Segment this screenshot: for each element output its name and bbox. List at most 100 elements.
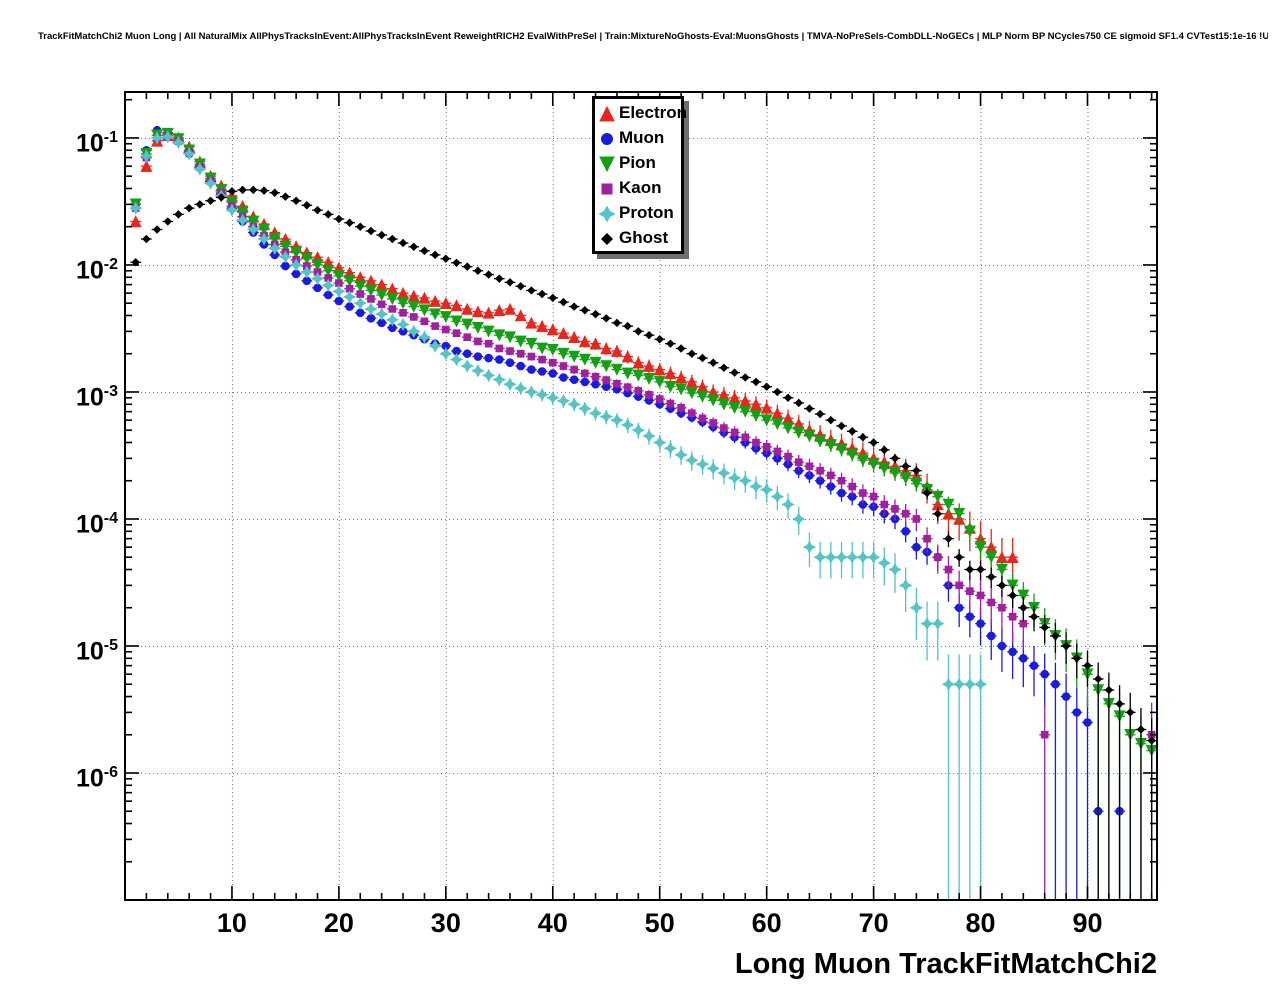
data-point bbox=[877, 556, 891, 570]
data-point bbox=[899, 472, 912, 485]
data-point bbox=[150, 131, 164, 145]
data-point bbox=[687, 349, 697, 358]
data-point bbox=[762, 382, 771, 391]
x-tick-label: 30 bbox=[430, 908, 461, 938]
data-point bbox=[805, 471, 814, 480]
data-point bbox=[643, 372, 656, 385]
data-point bbox=[709, 419, 717, 427]
data-point bbox=[591, 309, 600, 319]
data-point bbox=[963, 677, 977, 691]
x-tick-label: 80 bbox=[965, 908, 996, 938]
data-point bbox=[749, 479, 763, 494]
data-point bbox=[846, 449, 859, 461]
data-point bbox=[493, 304, 506, 317]
data-point bbox=[418, 304, 431, 317]
data-point bbox=[901, 509, 910, 518]
data-point bbox=[567, 397, 581, 411]
data-point bbox=[814, 435, 827, 448]
data-point bbox=[441, 341, 451, 351]
data-point bbox=[323, 210, 333, 219]
data-point bbox=[653, 435, 667, 450]
data-point bbox=[161, 130, 175, 144]
data-point bbox=[525, 337, 538, 350]
data-point bbox=[236, 213, 250, 227]
data-point bbox=[1156, 744, 1157, 747]
data-point bbox=[450, 315, 463, 328]
legend-label: Muon bbox=[619, 127, 665, 147]
data-point bbox=[752, 438, 760, 447]
data-point bbox=[677, 404, 685, 412]
data-point bbox=[473, 266, 483, 275]
data-point bbox=[620, 418, 635, 432]
data-point bbox=[580, 377, 590, 387]
data-point bbox=[514, 335, 527, 348]
data-point bbox=[623, 321, 632, 331]
data-point bbox=[366, 314, 376, 323]
data-point bbox=[588, 406, 603, 420]
data-point bbox=[225, 203, 239, 217]
plot-frame bbox=[124, 91, 1158, 901]
data-point bbox=[741, 433, 750, 442]
data-point bbox=[546, 323, 559, 336]
data-point bbox=[471, 305, 484, 318]
data-point bbox=[1019, 653, 1028, 663]
data-point bbox=[302, 201, 312, 210]
data-point bbox=[439, 297, 452, 309]
data-point bbox=[1093, 674, 1103, 684]
data-point bbox=[634, 387, 643, 395]
data-point bbox=[1051, 631, 1060, 641]
data-point bbox=[634, 327, 643, 336]
data-point bbox=[1083, 718, 1092, 727]
data-point bbox=[580, 306, 590, 315]
data-point bbox=[1159, 769, 1167, 777]
data-point bbox=[845, 550, 859, 564]
data-point bbox=[527, 352, 536, 361]
data-point bbox=[439, 347, 453, 361]
data-point bbox=[730, 428, 739, 437]
x-tick-label: 50 bbox=[644, 908, 675, 938]
data-point bbox=[182, 147, 196, 161]
data-point bbox=[998, 603, 1006, 612]
data-point bbox=[901, 462, 910, 471]
data-point bbox=[332, 270, 345, 283]
data-point bbox=[953, 507, 966, 520]
data-point bbox=[578, 401, 592, 416]
diamond-marker-icon bbox=[600, 232, 614, 245]
data-point bbox=[954, 603, 964, 613]
data-point bbox=[781, 497, 795, 512]
data-point bbox=[538, 355, 546, 364]
data-point bbox=[388, 234, 397, 244]
data-point bbox=[782, 422, 795, 435]
data-point bbox=[461, 302, 474, 315]
data-point bbox=[332, 284, 346, 298]
data-point bbox=[837, 488, 846, 498]
data-point bbox=[300, 265, 314, 279]
data-point bbox=[1126, 708, 1135, 717]
data-point bbox=[247, 215, 260, 228]
data-point bbox=[354, 280, 367, 293]
data-point bbox=[556, 394, 571, 408]
data-point bbox=[888, 562, 902, 577]
data-point bbox=[751, 377, 761, 387]
data-point bbox=[324, 274, 332, 282]
data-point bbox=[559, 373, 568, 382]
data-point bbox=[600, 360, 613, 373]
data-point bbox=[1040, 730, 1049, 739]
data-point bbox=[527, 365, 536, 374]
legend-entry-muon: Muon bbox=[595, 125, 681, 150]
data-point bbox=[942, 498, 955, 511]
data-point bbox=[441, 254, 451, 263]
data-point bbox=[727, 471, 742, 485]
data-point bbox=[631, 423, 645, 437]
data-point bbox=[516, 361, 525, 371]
series-proton bbox=[129, 130, 988, 900]
data-point bbox=[557, 347, 570, 360]
data-point bbox=[345, 302, 354, 311]
data-point bbox=[987, 598, 996, 607]
data-point bbox=[912, 466, 921, 475]
data-point bbox=[364, 284, 377, 297]
data-point bbox=[771, 418, 784, 431]
data-point bbox=[878, 462, 891, 475]
data-point bbox=[749, 409, 762, 422]
